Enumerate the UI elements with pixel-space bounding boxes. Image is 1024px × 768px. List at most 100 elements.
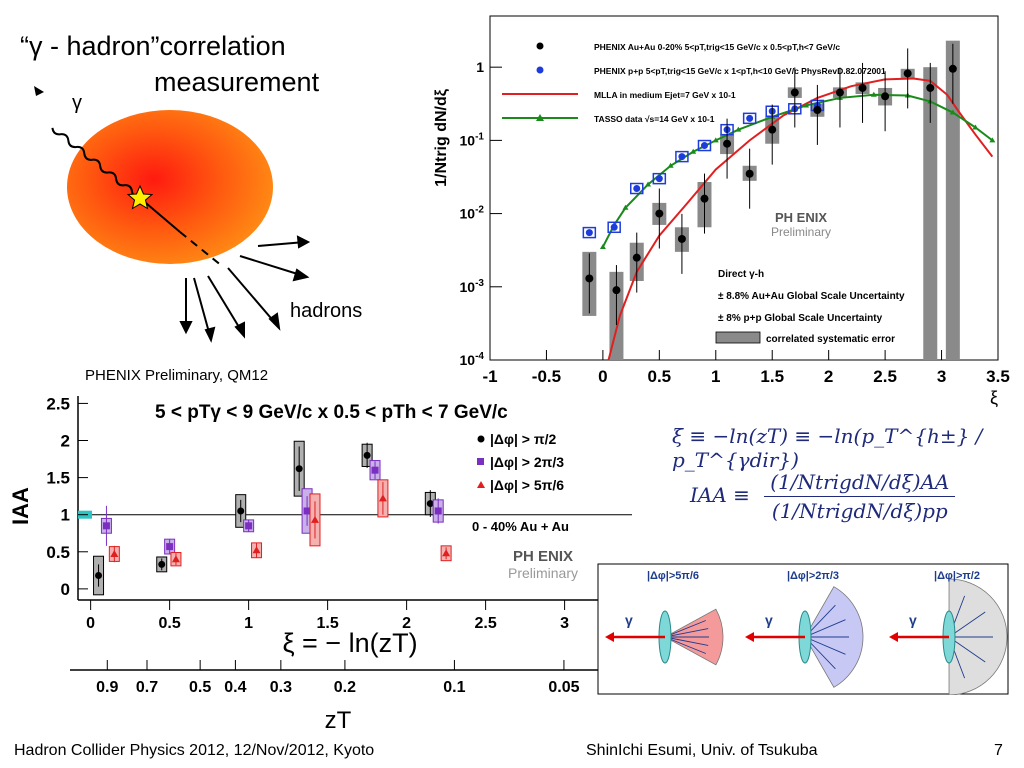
tasso-point [870, 91, 877, 97]
x-tick-label: 0.5 [648, 367, 672, 386]
legend-entry: |Δφ| > 2π/3 [490, 454, 564, 470]
iaa-point [237, 507, 245, 515]
y-tick-label: 10-4 [460, 351, 485, 368]
footer-conference: Hadron Collider Physics 2012, 12/Nov/201… [14, 742, 375, 759]
hadron-arrows [179, 235, 311, 343]
formula-xi: ξ ≡ −ln(zT) ≡ −ln(p_T^{h±} / p_T^{γdir}) [672, 424, 983, 472]
hadron-direction-arrow [804, 619, 846, 638]
formula-iaa-lhs: IAA ≡ [690, 483, 750, 507]
x-tick-label: 1.5 [760, 367, 784, 386]
zt-axis-label: zT [325, 707, 352, 734]
legend-marker [477, 481, 485, 488]
y-tick-label: 1.5 [46, 469, 70, 488]
hadron-direction-arrow [664, 628, 709, 638]
phenix-watermark: PH ENIX [513, 548, 573, 565]
hadrons-label: hadrons [290, 300, 363, 322]
formula-iaa: IAA ≡ (1/NtrigdN/dξ)AA (1/NtrigdN/dξ)pp [690, 470, 956, 523]
gamma-label: γ [72, 92, 82, 114]
auau-point [655, 209, 664, 218]
y-tick-label: 0.5 [46, 543, 70, 562]
zt-tick-label: 0.3 [270, 679, 292, 696]
photon-label: γ [909, 612, 917, 628]
auau-point [768, 125, 777, 134]
iaa-point [371, 466, 379, 474]
annotation-pp-scale: ± 8% p+p Global Scale Uncertainty [718, 313, 883, 324]
photon-label: γ [625, 612, 633, 628]
iaa-point [310, 515, 319, 523]
tasso-point [622, 204, 629, 210]
auau-point [903, 69, 912, 78]
pp-sys-box [607, 221, 621, 234]
x-tick-label: 2.5 [474, 615, 496, 632]
legend-entry: |Δφ| > π/2 [490, 431, 556, 447]
title-line-2: measurement [154, 67, 320, 97]
plot-frame [489, 15, 999, 361]
centrality-label: 0 - 40% Au + Au [472, 519, 569, 534]
zt-tick-label: 0.7 [136, 679, 158, 696]
x-tick-label: 1 [244, 615, 253, 632]
page-number: 7 [994, 742, 1003, 759]
iaa-point [442, 549, 451, 557]
iaa-point [245, 522, 253, 530]
auau-sys-box [923, 67, 938, 361]
tasso-point [599, 243, 606, 249]
formula-iaa-numerator: (1/NtrigdN/dξ)AA [764, 470, 956, 497]
phenix-watermark: PH ENIX [775, 210, 827, 225]
x-tick-label: 3.5 [986, 367, 1010, 386]
pp-sys-box [742, 112, 757, 125]
auau-point [948, 64, 957, 73]
hadron-direction-arrow [664, 636, 709, 646]
iaa-point [95, 572, 103, 580]
photon-label: γ [765, 612, 773, 628]
iaa-point [295, 465, 303, 473]
auau-point [858, 83, 867, 92]
iaa-point [158, 560, 166, 568]
pp-point [633, 185, 641, 193]
y-tick-label: 10-2 [460, 205, 485, 222]
preliminary-watermark: Preliminary [771, 225, 831, 239]
x-axis-label: ξ = − ln(zT) [282, 628, 417, 658]
tasso-point [803, 102, 810, 108]
pp-sys-box [630, 182, 644, 195]
slide-title: “γ - hadron”correlation measurement [20, 28, 319, 100]
zt-tick-label: 0.9 [96, 679, 118, 696]
iaa-point [363, 451, 371, 459]
auau-point [677, 234, 686, 243]
zt-tick-label: 0.2 [334, 679, 356, 696]
hadron-direction-arrow [664, 636, 706, 654]
cone-label: |Δφ|>5π/6 [647, 570, 699, 582]
auau-point [585, 274, 594, 283]
photon-arrowhead [34, 86, 44, 96]
annotation-swatch [715, 331, 761, 344]
iaa-chart: 0 0.5 1 1.5 2 2.5 IAA 0 0.5 1 1.5 2 2.5 3 ξ = − ln(zT)… [8, 394, 632, 734]
auau-point [632, 253, 641, 262]
pp-point [655, 175, 663, 183]
pp-point [610, 223, 618, 231]
medium-fireball [67, 110, 273, 264]
tasso-point [989, 137, 996, 143]
pp-point [700, 142, 708, 150]
auau-point [835, 88, 844, 97]
x-tick-label: 1 [711, 367, 720, 386]
auau-point [745, 169, 754, 178]
x-tick-label: 2.5 [873, 367, 897, 386]
auau-point [700, 194, 709, 203]
y-tick-label: 1 [476, 59, 484, 75]
x-tick-label: -1 [482, 367, 497, 386]
x-tick-label: 1.5 [316, 615, 338, 632]
pp-point [678, 153, 686, 161]
photon-wavy-line [51, 127, 141, 200]
jet-dashed-line [179, 231, 223, 267]
legend-marker [477, 435, 485, 443]
tasso-point [645, 181, 652, 187]
annotation-direct: Direct γ-h [718, 269, 764, 280]
tasso-point [949, 109, 956, 115]
title-line-1: “γ - hadron”correlation [20, 31, 286, 61]
legend-marker [536, 114, 544, 121]
iaa-point [252, 546, 261, 554]
pp-sys-box [697, 139, 712, 152]
legend-entry: PHENIX p+p 5<pT,trig<15 GeV/c x 1<pT,h<1… [594, 66, 886, 76]
legend-entry: TASSO data √s=14 GeV x 10-1 [594, 114, 715, 124]
legend-entry: MLLA in medium Ejet=7 GeV x 10-1 [594, 90, 736, 100]
x-tick-label: 2 [824, 367, 833, 386]
